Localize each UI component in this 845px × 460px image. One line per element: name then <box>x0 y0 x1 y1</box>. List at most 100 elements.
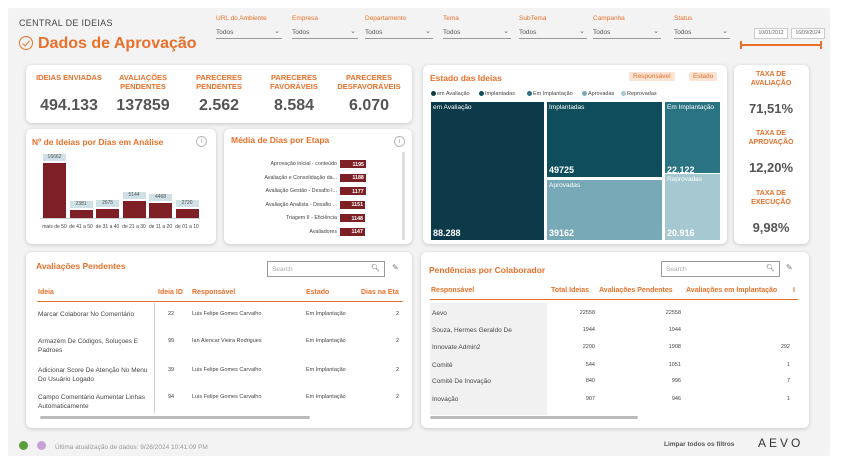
legend-swatch <box>479 91 484 97</box>
legend-item[interactable]: Reprovadas <box>621 91 657 97</box>
column-header[interactable]: Avaliações em Implantação <box>686 287 778 294</box>
date-start-input[interactable]: 10/01/2012 <box>754 28 788 39</box>
column-divider <box>154 303 155 413</box>
stage-chart-scrollbar[interactable] <box>402 152 405 240</box>
search-icon[interactable]: 🔍︎ <box>371 265 380 272</box>
column-header[interactable]: Avaliações Pendentes <box>599 287 673 294</box>
legend-item[interactable]: Em Implantação <box>527 91 573 97</box>
filter-dropdown[interactable]: Todos ⌄ <box>519 27 587 39</box>
table-cell: 22558 <box>579 310 595 316</box>
responsavel-toggle-button[interactable]: Responsável <box>629 72 675 81</box>
filter-label: Tema <box>443 15 459 22</box>
bar[interactable] <box>340 214 365 222</box>
filter-dropdown[interactable]: Todos ⌄ <box>674 27 730 39</box>
stage-chart-card <box>224 129 412 244</box>
table-cell: Ian Alencar Vieira Rodrigues <box>192 338 262 344</box>
rate-value: 71,51% <box>748 101 794 116</box>
table-cell: Marcar Colaborar No Comentário <box>38 311 135 318</box>
kpi-label: AVALIAÇÕES PENDENTES <box>118 73 168 91</box>
data-label: 1177 <box>352 188 364 195</box>
table-cell: Em Implantação <box>306 311 346 317</box>
treemap-cell-label: em Avaliação <box>433 104 472 111</box>
filter-value: Todos <box>443 29 461 36</box>
table-cell: 840 <box>585 378 595 384</box>
eraser-icon[interactable]: ✎ <box>786 263 793 272</box>
table-cell: 2 <box>396 367 400 373</box>
clear-filters-button[interactable]: Limpar todos os filtros <box>664 441 735 448</box>
x-tick-label: de 11 a 20 <box>148 224 173 230</box>
filter-value: Todos <box>593 29 611 36</box>
info-icon[interactable]: i <box>196 136 207 147</box>
filter-dropdown[interactable]: Todos ⌄ <box>216 27 282 39</box>
horizontal-scrollbar[interactable] <box>430 416 638 419</box>
info-icon[interactable]: i <box>394 136 405 147</box>
collab-table-title: Pendências por Colaborador <box>429 265 546 275</box>
legend-item[interactable]: em Avaliação <box>431 91 470 97</box>
date-range-slider[interactable] <box>740 41 822 49</box>
table-cell: Luis Felipe Gomes Carvalho <box>192 394 262 400</box>
chevron-down-icon: ⌄ <box>653 28 659 35</box>
last-updated-text: Última atualização de dados: 9/26/2024 1… <box>55 444 208 451</box>
column-header[interactable]: Dias na Eta <box>361 289 399 296</box>
app-subtitle: CENTRAL DE IDEIAS <box>19 18 113 28</box>
legend-swatch <box>582 91 587 97</box>
rate-label: TAXA DE EXECUÇÃO <box>751 190 791 206</box>
table-cell: Souza, Hermes Geraldo De <box>432 327 512 334</box>
filter-dropdown[interactable]: Todos ⌄ <box>593 27 661 39</box>
bar[interactable] <box>69 210 93 218</box>
filter-dropdown[interactable]: Todos ⌄ <box>292 27 358 39</box>
table-cell: 2 <box>396 338 400 344</box>
data-label: 1151 <box>351 202 364 208</box>
rate-value: 12,20% <box>748 160 794 175</box>
column-header[interactable]: Responsável <box>431 287 475 294</box>
table-cell: 544 <box>585 362 595 368</box>
estado-toggle-button[interactable]: Estado <box>689 72 718 81</box>
horizontal-scrollbar[interactable] <box>40 416 310 419</box>
date-end-input[interactable]: 16/09/2024 <box>791 28 825 39</box>
legend-item[interactable]: Implantadas <box>479 91 515 97</box>
treemap-cell[interactable]: Em Implantação 22.122 <box>664 101 721 178</box>
treemap-cell[interactable]: Aprovadas 39162 <box>546 179 663 241</box>
bar[interactable] <box>149 203 172 218</box>
legend-label: Aprovadas <box>588 91 615 97</box>
flag-icon[interactable] <box>37 441 46 450</box>
pending-search-input[interactable]: Search 🔍︎ <box>267 261 385 277</box>
table-cell: Innovate Admin2 <box>432 344 481 351</box>
column-header[interactable]: Total Ideias <box>551 287 589 294</box>
column-header[interactable]: Ideia <box>38 289 54 296</box>
globe-icon[interactable] <box>19 441 28 450</box>
bar[interactable] <box>96 209 119 218</box>
header-divider <box>430 299 798 300</box>
bar[interactable] <box>340 173 366 182</box>
column-header[interactable]: Responsável <box>192 289 236 296</box>
bar[interactable] <box>340 227 365 236</box>
treemap-cell[interactable]: Reprovadas 20.916 <box>664 173 721 241</box>
collab-search-input[interactable]: Search 🔍︎ <box>661 261 780 277</box>
treemap-cell[interactable]: em Avaliação 88.288 <box>430 101 545 241</box>
column-header[interactable]: I <box>793 287 795 294</box>
column-header[interactable]: Estado <box>306 289 330 296</box>
data-label: 5144 <box>122 192 146 200</box>
x-tick-label: de 21 a 30 <box>122 224 146 230</box>
table-cell: 39 <box>168 367 175 373</box>
x-tick-label: de 41 a 50 <box>69 224 93 230</box>
data-label: 16662 <box>43 154 66 161</box>
legend-item[interactable]: Aprovadas <box>582 91 614 97</box>
treemap-cell[interactable]: Implantadas 49725 <box>546 101 663 178</box>
column-header[interactable]: Ideia ID <box>158 289 183 296</box>
filter-dropdown[interactable]: Todos ⌄ <box>443 27 511 39</box>
search-icon[interactable]: 🔍︎ <box>766 265 775 272</box>
bar[interactable] <box>340 187 366 195</box>
bar[interactable] <box>175 209 199 218</box>
eraser-icon[interactable]: ✎ <box>392 263 399 272</box>
x-tick-label: mais de 50 <box>42 224 67 230</box>
bar[interactable] <box>340 160 366 168</box>
stage-chart-title: Média de Dias por Etapa <box>231 135 330 145</box>
treemap-cell-value: 39162 <box>549 228 575 238</box>
table-cell: Comitê De Inovação <box>432 378 491 385</box>
filter-dropdown[interactable]: Todos ⌄ <box>365 27 433 39</box>
bar[interactable] <box>122 201 146 218</box>
bar[interactable] <box>340 200 366 209</box>
bar[interactable] <box>43 163 66 218</box>
kpi-label: IDEIAS ENVIADAS <box>36 73 102 82</box>
